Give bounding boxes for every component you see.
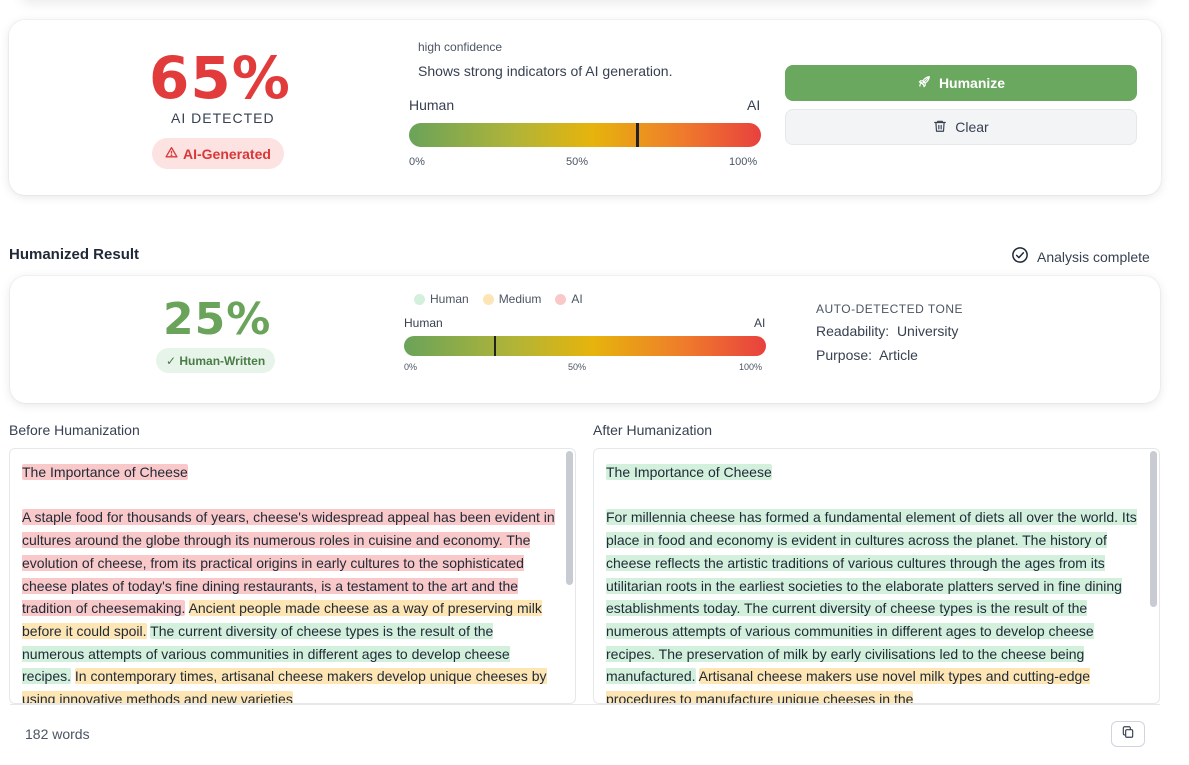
analysis-status-label: Analysis complete (1037, 248, 1150, 265)
tone-readability: Readability: University (816, 323, 958, 339)
after-segment: For millennia cheese has formed a fundam… (606, 509, 1137, 685)
tone-readability-key: Readability: (816, 323, 890, 339)
before-paragraph: A staple food for thousands of years, ch… (22, 506, 555, 703)
highlight-legend: Human Medium AI (414, 292, 583, 306)
legend-human-swatch (414, 293, 425, 305)
result-scale-human-label: Human (404, 316, 443, 330)
result-tick-100: 100% (739, 362, 763, 372)
after-label: After Humanization (593, 422, 713, 438)
ai-generated-badge-label: AI-Generated (183, 145, 271, 162)
humanize-button-label: Humanize (938, 75, 1006, 91)
scale-ai-label: AI (747, 97, 761, 113)
legend-medium-label: Medium (498, 292, 542, 306)
before-text: The Importance of Cheese A staple food fo… (10, 449, 575, 703)
ai-percentage: 65% (149, 44, 291, 112)
legend-ai: AI (555, 292, 583, 306)
humanize-button[interactable]: Humanize (785, 65, 1137, 101)
after-scrollbar[interactable] (1150, 451, 1157, 607)
before-label: Before Humanization (9, 422, 140, 438)
word-count: 182 words (25, 726, 90, 742)
before-title: The Importance of Cheese (22, 464, 188, 480)
result-marker (494, 336, 496, 356)
analysis-status: Analysis complete (1011, 246, 1150, 267)
tone-title: AUTO-DETECTED TONE (816, 302, 964, 316)
legend-ai-label: AI (571, 292, 583, 306)
legend-medium: Medium (482, 292, 542, 306)
ai-generated-badge: AI-Generated (152, 138, 284, 169)
human-percentage: 25% (163, 294, 272, 345)
copy-icon (1121, 725, 1135, 744)
legend-medium-swatch (482, 293, 494, 305)
detection-gradient-bar (409, 123, 761, 147)
tick-100: 100% (729, 156, 758, 168)
result-gradient-bar (404, 336, 766, 356)
tone-purpose-key: Purpose: (816, 347, 873, 363)
tick-50: 50% (566, 156, 589, 168)
before-panel[interactable]: The Importance of Cheese A staple food fo… (9, 448, 576, 704)
clear-button[interactable]: Clear (785, 109, 1137, 145)
scale-human-label: Human (409, 97, 455, 113)
after-panel[interactable]: The Importance of Cheese For millennia ch… (593, 448, 1160, 704)
tick-0: 0% (409, 156, 425, 168)
confidence-label: high confidence (418, 40, 503, 54)
result-tick-50: 50% (568, 362, 587, 372)
tone-readability-value: University (896, 323, 959, 339)
confidence-description: Shows strong indicators of AI generation… (418, 63, 673, 79)
ai-detected-label: AI DETECTED (171, 110, 275, 126)
after-paragraph: For millennia cheese has formed a fundam… (606, 506, 1139, 703)
result-card: 25% ✓ Human-Written Human Medium AI Huma… (10, 276, 1160, 403)
tone-purpose: Purpose: Article (816, 347, 918, 363)
before-scrollbar[interactable] (566, 451, 573, 585)
rocket-icon (917, 75, 931, 92)
result-scale-ai-label: AI (754, 316, 766, 330)
human-written-badge: ✓ Human-Written (156, 348, 276, 373)
tone-purpose-value: Article (879, 347, 918, 363)
clear-button-label: Clear (955, 119, 989, 135)
copy-button[interactable] (1111, 721, 1145, 747)
legend-human-label: Human (430, 292, 469, 306)
trash-icon (933, 119, 947, 136)
before-segment: In contemporary times, artisanal cheese … (22, 668, 547, 703)
legend-ai-swatch (555, 293, 567, 305)
check-circle-icon (1011, 246, 1029, 267)
section-title: Humanized Result (9, 246, 140, 263)
detection-marker (636, 123, 639, 147)
footer-divider (10, 704, 1160, 705)
after-text: The Importance of Cheese For millennia ch… (594, 449, 1159, 703)
warning-icon (165, 146, 178, 162)
result-tick-0: 0% (404, 362, 418, 372)
detection-card: 65% AI DETECTED AI-Generated high confid… (9, 20, 1161, 195)
after-title: The Importance of Cheese (606, 464, 772, 480)
legend-human: Human (414, 292, 469, 306)
